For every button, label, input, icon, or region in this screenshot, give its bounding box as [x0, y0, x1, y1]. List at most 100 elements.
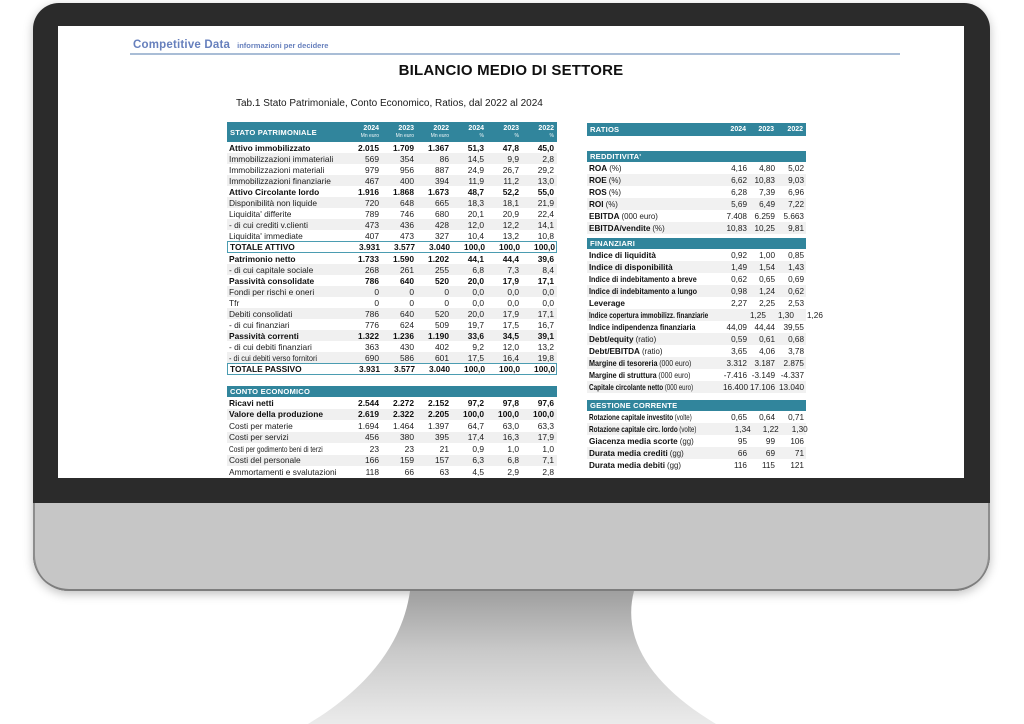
cell-value: 1,0 — [507, 443, 519, 454]
row-label-text: Indice di liquidità — [589, 251, 656, 260]
cell-value: 0 — [374, 286, 379, 297]
cell-value: 255 — [435, 264, 449, 275]
cell-value: 97,8 — [502, 397, 519, 408]
column-year: 2023 — [503, 125, 519, 132]
row-label-text: Attivo Circolante lordo — [229, 186, 320, 197]
table-row: Costi del personale 166 159 157 6,3 6,8 7,1 — [227, 454, 557, 466]
table-row: Immobilizzazioni materiali 979 956 887 24,9 2… — [227, 164, 557, 175]
ratios-section: REDDITIVITA' ROA (%) 4,16 4,80 5,02 ROE (%) 6,62… — [587, 151, 806, 234]
cell-value: 100,0 — [464, 364, 485, 374]
cell-value: 118 — [365, 466, 379, 477]
row-label-main: Rotazione capitale circ. lordo — [589, 424, 678, 434]
row-label: Tfr — [227, 298, 347, 308]
table-row: EBITDA/vendite (%) 10,83 10,25 9,81 — [587, 222, 806, 234]
cell-value: 2.152 — [428, 397, 449, 408]
cell-value: 10,83 — [726, 223, 748, 233]
table-row: Rotazione capitale circ. lordo (volte) 1,3… — [587, 423, 808, 435]
row-label-unit: (%) — [609, 163, 622, 173]
cell-value: 0,64 — [759, 412, 775, 422]
row-label-text: Margine di struttura (000 euro) — [589, 371, 690, 380]
row-label-text: Costi per servizi — [229, 432, 289, 443]
row-label-text: Ammortamenti e svalutazioni — [229, 466, 337, 477]
cell-value: 0,85 — [788, 250, 804, 260]
row-label: - di cui debiti finanziari — [227, 342, 347, 352]
column-unit: Mn euro — [430, 133, 449, 139]
cell-value: 0,0 — [507, 286, 519, 297]
row-label-unit: (ratio) — [641, 346, 663, 356]
column-unit: Mn euro — [360, 133, 379, 139]
cell-value: 157 — [435, 455, 449, 466]
table-row: Rotazione capitale investito (volte) 0,65 0… — [587, 411, 806, 423]
row-label: Indice di indebitamento a lungo — [587, 287, 723, 296]
cell-value: 71 — [794, 448, 804, 458]
row-label-text: Disponibilità non liquide — [229, 197, 317, 208]
cell-value: 746 — [400, 208, 414, 219]
row-label: Debt/EBITDA (ratio) — [587, 347, 723, 356]
row-label-main: Indice copertura immobilizz. finanziarie — [589, 310, 709, 320]
cell-value: 3.040 — [429, 364, 450, 374]
table-row: Passività correnti 1.322 1.236 1.190 33,6 34,… — [227, 330, 557, 341]
cell-value: 1.464 — [393, 420, 414, 431]
row-label-text: ROS (%) — [589, 188, 621, 197]
row-label-unit: (000 euro) — [659, 358, 692, 368]
table-row: Debt/EBITDA (ratio) 3,65 4,06 3,78 — [587, 345, 806, 357]
cell-value: 16,7 — [537, 319, 554, 330]
cell-value: 0,0 — [542, 297, 554, 308]
page-title: BILANCIO MEDIO DI SETTORE — [398, 62, 624, 79]
row-label: Durata media debiti (gg) — [587, 461, 723, 470]
row-label: Attivo immobilizzato — [227, 143, 347, 153]
cell-value: 3.577 — [394, 242, 415, 252]
cell-value: 0,0 — [507, 297, 519, 308]
cell-value: 979 — [365, 164, 379, 175]
row-label: TOTALE ATTIVO — [228, 242, 348, 252]
row-label: Rotazione capitale circ. lordo (volte) — [587, 425, 727, 434]
cell-value: 363 — [365, 341, 379, 352]
ratios-section: GESTIONE CORRENTE Rotazione capitale inve… — [587, 400, 808, 471]
cell-value: 268 — [365, 264, 379, 275]
cell-value: 23 — [369, 443, 379, 454]
cell-value: 789 — [365, 208, 379, 219]
row-label-text: - di cui debiti finanziari — [229, 341, 312, 352]
section-header: FINANZIARI — [587, 238, 806, 249]
table-row: - di cui finanziari 776 624 509 19,7 17,5 16,7 — [227, 319, 557, 330]
cell-value: 10,4 — [467, 230, 484, 241]
row-label-text: Indice di indebitamento a breve — [589, 275, 697, 284]
row-label: Immobilizzazioni materiali — [227, 165, 347, 175]
row-label-text: Attivo immobilizzato — [229, 142, 311, 153]
cell-value: 0 — [444, 297, 449, 308]
table-row: Costi per godimento beni di terzi 23 23 21 0… — [227, 443, 557, 455]
cell-value: 0,0 — [472, 286, 484, 297]
cell-value: 20,9 — [502, 208, 519, 219]
cell-value: 354 — [400, 153, 414, 164]
cell-value: 24,9 — [467, 164, 484, 175]
row-label-text: ROA (%) — [589, 164, 621, 173]
cell-value: 47,8 — [502, 142, 519, 153]
row-label-text: Fondi per rischi e oneri — [229, 286, 315, 297]
table-row: ROS (%) 6,28 7,39 6,96 — [587, 186, 806, 198]
cell-value: 9,81 — [788, 223, 804, 233]
cell-value: 0,71 — [788, 412, 804, 422]
row-label: Debiti consolidati — [227, 309, 347, 319]
cell-value: 1.694 — [358, 420, 379, 431]
cell-value: 2,8 — [542, 466, 554, 477]
row-label: Indice di indebitamento a breve — [587, 275, 723, 284]
cell-value: -7.416 — [723, 370, 747, 380]
cell-value: 0,65 — [731, 412, 747, 422]
cell-value: 115 — [761, 460, 775, 470]
row-label-text: - di cui crediti v.clienti — [229, 219, 308, 230]
row-label: - di cui finanziari — [227, 320, 347, 330]
row-label: Indice copertura immobilizz. finanziarie — [587, 311, 742, 320]
cell-value: 13,2 — [537, 341, 554, 352]
cell-value: 6,62 — [731, 175, 747, 185]
column-unit: Mn euro — [395, 133, 414, 139]
cell-value: 640 — [400, 308, 414, 319]
column-header: 2022 Mn euro — [417, 122, 452, 142]
cell-value: 786 — [365, 275, 379, 286]
cell-value: 520 — [435, 308, 449, 319]
stand-neck — [308, 591, 716, 724]
column-year: 2023 — [758, 126, 774, 133]
cell-value: 63 — [439, 466, 449, 477]
column-year: 2024 — [363, 125, 379, 132]
cell-value: 1,26 — [806, 310, 823, 320]
cell-value: 9,03 — [788, 175, 804, 185]
